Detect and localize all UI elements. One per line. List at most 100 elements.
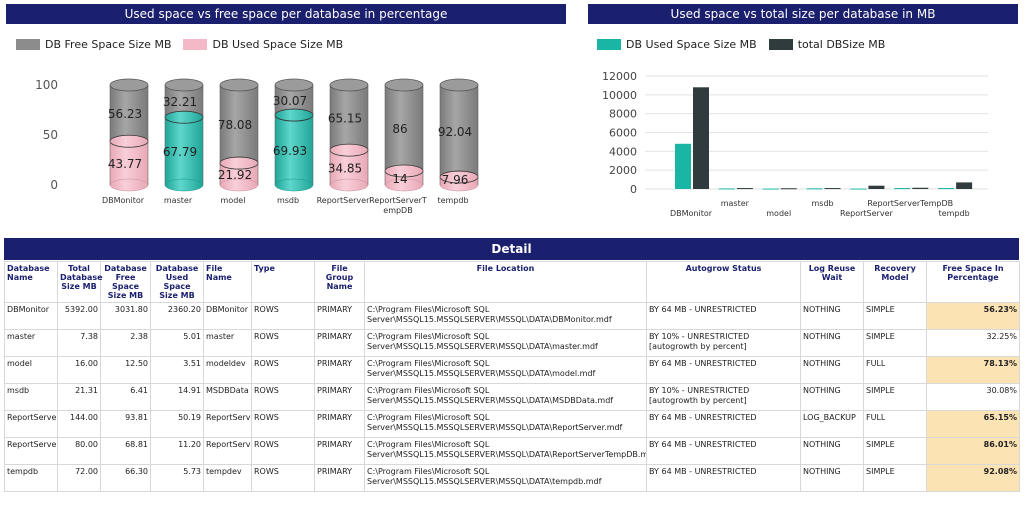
right-y-tick-label: 4000	[609, 145, 637, 158]
bar-msdb-total	[824, 188, 841, 190]
column-header: Free Space In Percentage	[926, 261, 1020, 303]
cell-autogrow: BY 64 MB - UNRESTRICTED	[646, 410, 801, 438]
cell-recovery: SIMPLE	[863, 464, 927, 492]
detail-header-row: Database Name Total Database Size MB Datab…	[4, 261, 1020, 303]
right-y-tick-label: 6000	[609, 127, 637, 140]
free-value-label: 30.07	[273, 94, 307, 108]
legend-swatch-free	[16, 39, 40, 50]
detail-body: DBMonitor 5392.00 3031.80 2360.20 DBMonitor R…	[4, 302, 1020, 492]
cell-total: 144.00	[57, 410, 101, 438]
cylinder-ReportServer: 65.15 34.85	[328, 78, 369, 192]
right-y-tick-label: 2000	[609, 164, 637, 177]
bar-ReportServerTempDB-total	[912, 187, 929, 189]
bar-msdb-used	[806, 188, 823, 190]
table-row: ReportServer144.0093.8150.19ReportServer…	[4, 410, 1020, 438]
legend-swatch-used	[183, 39, 208, 50]
cell-location: C:\Program Files\Microsoft SQL Server\MS…	[364, 356, 647, 384]
cylinder-top	[439, 78, 479, 92]
cell-type: ROWS	[251, 356, 315, 384]
right-y-tick-label: 8000	[609, 108, 637, 121]
left-x-tick-label: master	[164, 196, 193, 205]
cell-autogrow: BY 64 MB - UNRESTRICTED	[646, 464, 801, 492]
cell-location: C:\Program Files\Microsoft SQL Server\MS…	[364, 302, 647, 330]
cell-group: PRIMARY	[314, 383, 365, 411]
used-value-label: 43.77	[108, 157, 142, 171]
column-header: Total Database Size MB	[57, 261, 103, 303]
free-value-label: 56.23	[108, 107, 142, 121]
right-chart-title: Used space vs total size per database in…	[588, 4, 1018, 24]
free-value-label: 86	[392, 122, 407, 136]
cell-type: ROWS	[251, 329, 315, 357]
cylinder-base	[274, 178, 314, 192]
cell-autogrow: BY 64 MB - UNRESTRICTED	[646, 437, 801, 465]
left-x-tick-label: tempdb	[437, 196, 468, 205]
cell-db: ReportServerTempDB	[4, 437, 58, 465]
left-y-tick-label: 0	[50, 178, 58, 192]
cell-pct: 56.23%	[926, 302, 1020, 330]
cell-file: tempdev	[203, 464, 252, 492]
detail-table: Database Name Total Database Size MB Datab…	[4, 261, 1020, 492]
column-header: Type	[251, 261, 315, 303]
cell-total: 72.00	[57, 464, 101, 492]
cell-file: MSDBData	[203, 383, 252, 411]
cell-total: 16.00	[57, 356, 101, 384]
cylinder-top	[384, 78, 424, 92]
column-header: Database Free Space Size MB	[100, 261, 151, 303]
cell-db: tempdb	[4, 464, 58, 492]
cell-used: 50.19	[150, 410, 204, 438]
cylinder-used-body	[275, 115, 313, 185]
bar-tempdb-total	[956, 182, 973, 189]
left-y-tick-label: 100	[35, 78, 58, 92]
right-y-tick-label: 10000	[602, 89, 637, 102]
cylinder-base	[329, 178, 369, 192]
cell-group: PRIMARY	[314, 356, 365, 384]
used-value-label: 69.93	[273, 144, 307, 158]
cell-type: ROWS	[251, 383, 315, 411]
legend-label-free: DB Free Space Size MB	[45, 38, 172, 51]
table-row: tempdb 72.00 66.30 5.73 tempdev ROWS PRIMARY C:…	[4, 464, 1020, 492]
cell-autogrow: BY 64 MB - UNRESTRICTED	[646, 356, 801, 384]
cylinder-free-body	[220, 85, 258, 164]
column-header: Log Reuse Wait	[800, 261, 864, 303]
cell-pct: 32.25%	[926, 329, 1020, 357]
left-x-tick-label: DBMonitor	[102, 196, 145, 205]
cell-free: 12.50	[100, 356, 151, 384]
right-x-tick-label: tempdb	[939, 209, 970, 218]
cylinder-used-body	[110, 141, 148, 185]
cell-recovery: FULL	[863, 410, 927, 438]
bar-model-total	[780, 188, 797, 190]
cell-db: master	[4, 329, 58, 357]
cylinder-base	[164, 178, 204, 192]
bar-model-used	[762, 188, 779, 190]
cell-autogrow: BY 10% - UNRESTRICTED [autogrowth by per…	[646, 329, 801, 357]
left-x-tick-label: ReportServer	[317, 196, 370, 205]
cylinder-base	[109, 178, 149, 192]
cell-free: 93.81	[100, 410, 151, 438]
right-chart-legend: DB Used Space Size MB total DBSize MB	[597, 38, 897, 51]
cylinder-free-body	[330, 85, 368, 151]
left-x-tick-label: model	[221, 196, 246, 205]
cell-free: 66.30	[100, 464, 151, 492]
legend-label-used: DB Used Space Size MB	[212, 38, 344, 51]
right-x-tick-label: DBMonitor	[670, 209, 713, 218]
right-x-tick-label: master	[721, 199, 750, 208]
cell-logwait: NOTHING	[800, 302, 864, 330]
cell-pct: 30.08%	[926, 383, 1020, 411]
legend-swatch-used-mb	[597, 39, 621, 50]
cylinder-top	[329, 78, 369, 92]
cell-total: 80.00	[57, 437, 101, 465]
cylinder-free-body	[440, 85, 478, 178]
legend-item-free: DB Free Space Size MB	[16, 38, 171, 51]
right-x-tick-label: ReportServer	[840, 209, 893, 218]
legend-label-used-mb: DB Used Space Size MB	[626, 38, 757, 51]
cell-db: msdb	[4, 383, 58, 411]
left-y-tick-label: 50	[43, 128, 58, 142]
cell-pct: 92.08%	[926, 464, 1020, 492]
cell-used: 5.73	[150, 464, 204, 492]
left-x-tick-label: msdb	[277, 196, 299, 205]
bar-master-total	[736, 188, 753, 190]
left-chart-legend: DB Free Space Size MB DB Used Space Size…	[16, 38, 355, 51]
cell-pct: 78.13%	[926, 356, 1020, 384]
cell-recovery: SIMPLE	[863, 329, 927, 357]
column-header: Recovery Model	[863, 261, 927, 303]
